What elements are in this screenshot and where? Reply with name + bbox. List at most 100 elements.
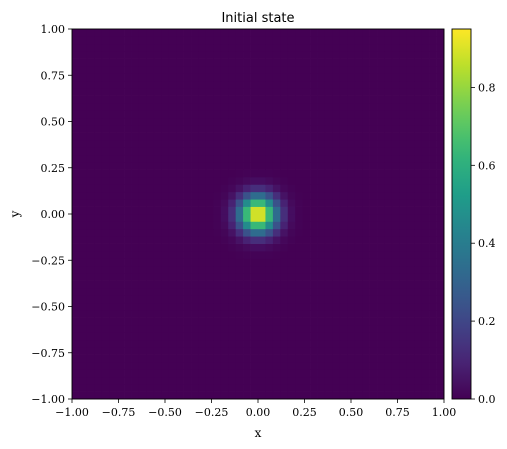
heatmap-cell [369, 66, 378, 74]
heatmap-cell [161, 332, 170, 341]
heatmap-cell [295, 258, 303, 267]
heatmap-cell [146, 325, 155, 333]
heatmap-cell [347, 339, 356, 348]
heatmap-cell [250, 80, 259, 89]
heatmap-cell [339, 243, 348, 252]
heatmap-cell [235, 95, 244, 104]
heatmap-cell [176, 273, 184, 281]
heatmap-cell [317, 58, 326, 67]
heatmap-cell [280, 317, 289, 326]
heatmap-cell [101, 228, 110, 237]
heatmap-cell [324, 376, 333, 385]
heatmap-cell [250, 147, 259, 156]
heatmap-cell [317, 362, 326, 370]
heatmap-cell [332, 369, 341, 378]
heatmap-cell [131, 66, 140, 74]
heatmap-cell [191, 295, 199, 304]
heatmap-cell [384, 29, 393, 37]
heatmap-cell [124, 206, 132, 215]
heatmap-cell [362, 80, 370, 89]
heatmap-cell [339, 125, 348, 133]
heatmap-cell [295, 73, 303, 82]
heatmap-cell [310, 199, 318, 207]
heatmap-cell [369, 177, 378, 185]
heatmap-cell [280, 73, 289, 82]
heatmap-cell [86, 251, 95, 259]
heatmap-cell [369, 221, 378, 230]
heatmap-cell [324, 66, 333, 74]
heatmap-cell [168, 332, 177, 341]
heatmap-cell [414, 362, 423, 370]
heatmap-cell [369, 384, 378, 392]
heatmap-cell [369, 258, 378, 267]
heatmap-cell [310, 310, 318, 318]
heatmap-cell [183, 80, 192, 89]
heatmap-cell [324, 221, 333, 230]
heatmap-cell [339, 236, 348, 244]
heatmap-cell [287, 66, 296, 74]
heatmap-cell [191, 288, 199, 296]
heatmap-cell [429, 147, 437, 156]
heatmap-cell [168, 280, 177, 289]
heatmap-cell [146, 369, 155, 378]
heatmap-cell [213, 302, 222, 311]
heatmap-cell [220, 117, 229, 126]
heatmap-cell [235, 140, 244, 148]
heatmap-cell [138, 184, 147, 193]
heatmap-cell [161, 191, 170, 200]
heatmap-cell [213, 117, 222, 126]
heatmap-cell [317, 236, 326, 244]
heatmap-cell [124, 347, 132, 355]
heatmap-cell [198, 95, 207, 104]
heatmap-cell [131, 36, 140, 45]
heatmap-cell [116, 110, 125, 119]
heatmap-cell [153, 110, 162, 119]
heatmap-cell [131, 295, 140, 304]
heatmap-cell [429, 140, 437, 148]
heatmap-cell [302, 258, 311, 267]
heatmap-cell [228, 243, 237, 252]
heatmap-cell [369, 317, 378, 326]
heatmap-cell [228, 310, 237, 318]
heatmap-cell [191, 236, 199, 244]
heatmap-cell [347, 273, 356, 281]
heatmap-cell [332, 206, 341, 215]
heatmap-cell [354, 154, 363, 163]
heatmap-cell [354, 236, 363, 244]
heatmap-cell [272, 221, 281, 230]
heatmap-cell [421, 199, 430, 207]
heatmap-cell [131, 332, 140, 341]
heatmap-cell [414, 140, 423, 148]
heatmap-cell [235, 288, 244, 296]
heatmap-cell [176, 302, 184, 311]
heatmap-cell [109, 184, 117, 193]
heatmap-cell [369, 162, 378, 170]
heatmap-cell [347, 251, 356, 259]
heatmap-cell [258, 251, 266, 259]
heatmap-cell [79, 280, 88, 289]
heatmap-cell [272, 376, 281, 385]
heatmap-cell [354, 391, 363, 400]
heatmap-cell [406, 51, 415, 59]
heatmap-cell [280, 236, 289, 244]
heatmap-cell [213, 199, 222, 207]
heatmap-cell [191, 43, 199, 52]
heatmap-cell [250, 302, 259, 311]
heatmap-cell [414, 29, 423, 37]
heatmap-cell [250, 214, 259, 222]
heatmap-cell [79, 288, 88, 296]
heatmap-cell [146, 251, 155, 259]
heatmap-cell [131, 147, 140, 156]
heatmap-cell [228, 117, 237, 126]
heatmap-cell [436, 184, 445, 193]
heatmap-cell [176, 339, 184, 348]
heatmap-cell [347, 110, 356, 119]
heatmap-cell [272, 169, 281, 178]
heatmap-cell [250, 391, 259, 400]
heatmap-cell [124, 51, 132, 59]
heatmap-cell [272, 228, 281, 237]
heatmap-cell [138, 273, 147, 281]
heatmap-cell [146, 95, 155, 104]
heatmap-cell [138, 51, 147, 59]
heatmap-cell [109, 132, 117, 141]
